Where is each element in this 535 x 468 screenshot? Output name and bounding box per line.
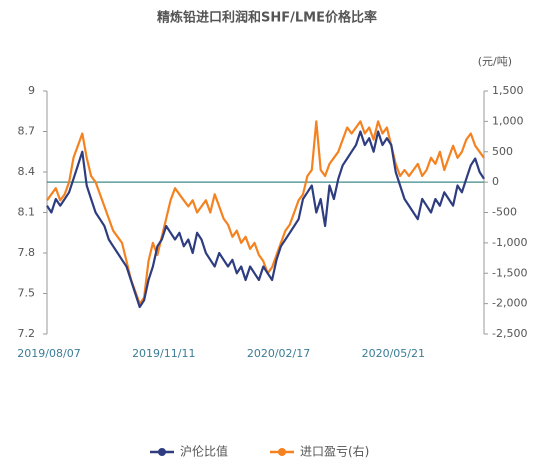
y2-tick-label: -2,000 <box>492 297 527 310</box>
y2-tick-label: 0 <box>492 175 499 188</box>
x-tick-label: 2019/08/07 <box>17 347 80 360</box>
legend-marker <box>278 448 286 456</box>
y2-tick-label: -500 <box>492 206 517 219</box>
legend-label: 进口盈亏(右) <box>300 444 369 459</box>
y-tick-label: 7.8 <box>18 246 36 259</box>
y-tick-label: 7.5 <box>18 287 36 300</box>
y2-tick-label: 500 <box>492 145 513 158</box>
x-tick-label: 2019/11/11 <box>132 347 195 360</box>
legend-marker <box>158 448 166 456</box>
y-tick-label: 7.2 <box>18 327 36 340</box>
x-tick-label: 2020/02/17 <box>247 347 310 360</box>
y2-tick-label: -2,500 <box>492 327 527 340</box>
y2-tick-label: -1,000 <box>492 236 527 249</box>
y-tick-label: 8.1 <box>18 206 36 219</box>
y2-tick-label: 1,500 <box>492 84 524 97</box>
y2-tick-label: 1,000 <box>492 114 524 127</box>
series-line <box>46 130 485 309</box>
series-line <box>46 120 485 305</box>
x-tick-label: 2020/05/21 <box>362 347 425 360</box>
chart-title: 精炼铅进口利润和SHF/LME价格比率 <box>157 10 377 26</box>
y2-axis-label: (元/吨) <box>478 55 512 68</box>
y-tick-label: 8.4 <box>18 165 36 178</box>
y-tick-label: 9 <box>28 84 35 97</box>
legend-label: 沪伦比值 <box>180 444 228 459</box>
y-tick-label: 8.7 <box>18 125 36 138</box>
y2-tick-label: -1,500 <box>492 266 527 279</box>
